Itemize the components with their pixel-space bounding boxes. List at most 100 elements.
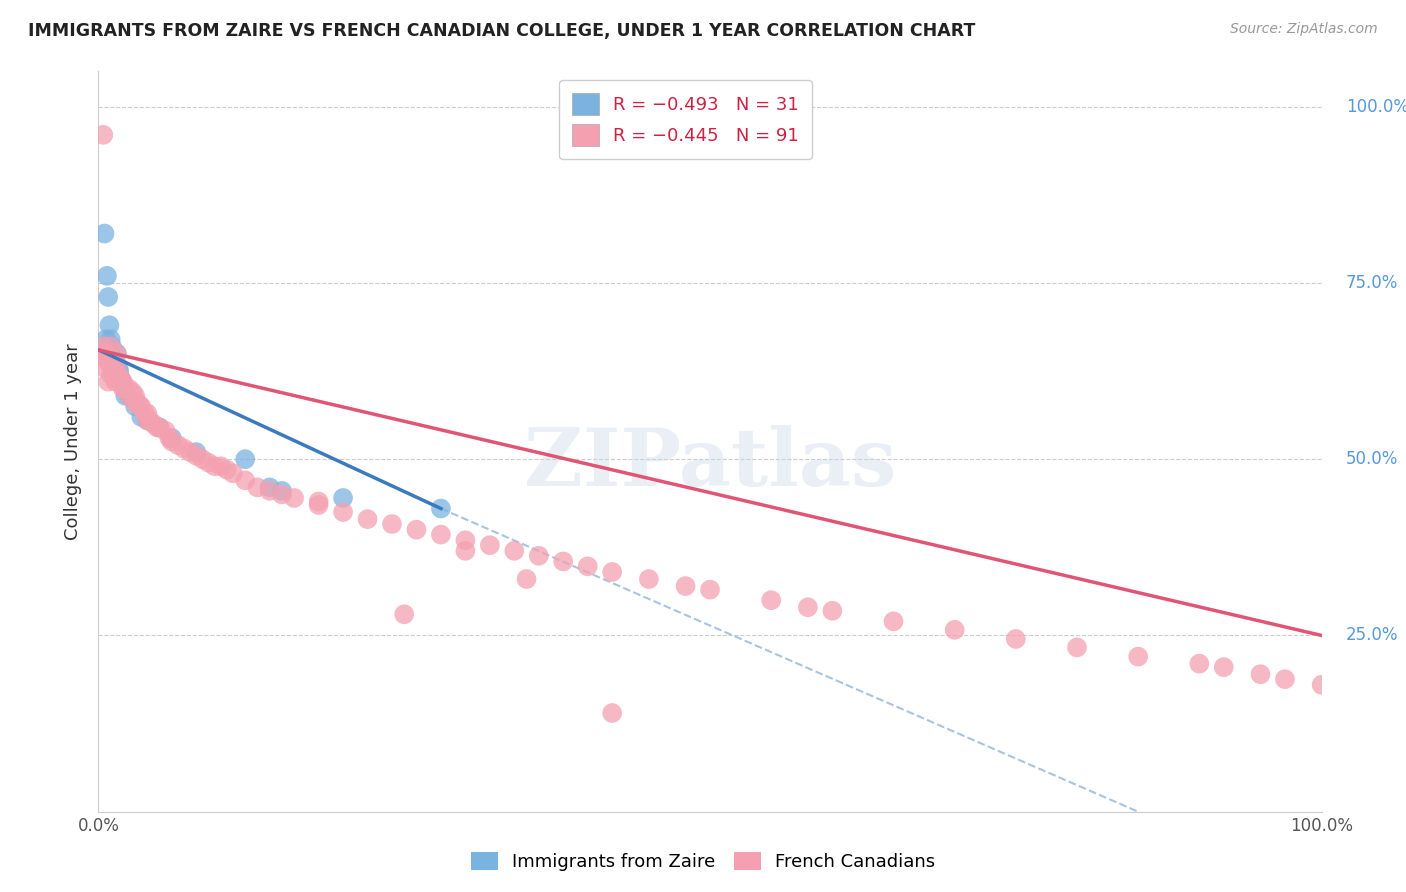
Y-axis label: College, Under 1 year: College, Under 1 year	[65, 343, 83, 540]
Point	[270, 487, 294, 501]
Point	[134, 406, 156, 420]
Point	[118, 389, 141, 403]
Point	[761, 593, 783, 607]
Point	[100, 346, 122, 360]
Point	[405, 523, 427, 537]
Point	[797, 600, 820, 615]
Text: 75.0%: 75.0%	[1346, 274, 1399, 292]
Point	[430, 501, 453, 516]
Point	[527, 549, 550, 563]
Point	[392, 607, 416, 622]
Point	[121, 385, 143, 400]
Point	[1310, 678, 1333, 692]
Point	[142, 417, 165, 431]
Point	[600, 706, 623, 720]
Point	[136, 413, 159, 427]
Point	[114, 382, 136, 396]
Point	[100, 332, 122, 346]
Point	[108, 364, 131, 378]
Point	[118, 382, 141, 396]
Text: IMMIGRANTS FROM ZAIRE VS FRENCH CANADIAN COLLEGE, UNDER 1 YEAR CORRELATION CHART: IMMIGRANTS FROM ZAIRE VS FRENCH CANADIAN…	[28, 22, 976, 40]
Point	[118, 389, 141, 403]
Point	[233, 452, 256, 467]
Point	[110, 371, 132, 385]
Point	[105, 360, 128, 375]
Point	[97, 290, 120, 304]
Point	[332, 505, 354, 519]
Point	[124, 389, 146, 403]
Point	[93, 227, 115, 241]
Point	[675, 579, 697, 593]
Point	[332, 491, 354, 505]
Point	[191, 452, 214, 467]
Point	[179, 445, 201, 459]
Point	[149, 420, 172, 434]
Point	[699, 582, 721, 597]
Point	[96, 353, 118, 368]
Point	[308, 498, 330, 512]
Point	[173, 442, 195, 456]
Point	[883, 615, 905, 629]
Point	[155, 424, 177, 438]
Point	[478, 538, 501, 552]
Point	[149, 420, 172, 434]
Point	[160, 431, 183, 445]
Point	[127, 396, 149, 410]
Point	[107, 360, 129, 375]
Point	[101, 353, 124, 368]
Point	[91, 339, 114, 353]
Point	[111, 382, 134, 396]
Point	[600, 565, 623, 579]
Point	[96, 268, 118, 283]
Point	[209, 459, 232, 474]
Point	[101, 360, 124, 375]
Legend: R = −0.493   N = 31, R = −0.445   N = 91: R = −0.493 N = 31, R = −0.445 N = 91	[560, 80, 811, 159]
Point	[215, 463, 238, 477]
Point	[553, 554, 575, 568]
Point	[1004, 632, 1026, 646]
Point	[100, 339, 122, 353]
Point	[94, 346, 117, 360]
Point	[94, 332, 117, 346]
Point	[136, 406, 159, 420]
Point	[259, 480, 281, 494]
Point	[1128, 649, 1150, 664]
Point	[1066, 640, 1088, 655]
Point	[503, 544, 526, 558]
Point	[111, 378, 134, 392]
Point	[124, 399, 146, 413]
Point	[129, 399, 152, 413]
Point	[104, 375, 127, 389]
Point	[381, 516, 404, 531]
Point	[100, 368, 122, 382]
Point	[139, 413, 162, 427]
Point	[157, 431, 180, 445]
Point	[233, 473, 256, 487]
Point	[104, 368, 127, 382]
Point	[93, 360, 115, 375]
Point	[821, 604, 844, 618]
Point	[259, 483, 281, 498]
Point	[146, 420, 169, 434]
Point	[1249, 667, 1271, 681]
Point	[98, 357, 121, 371]
Point	[222, 467, 245, 481]
Point	[186, 449, 208, 463]
Point	[105, 357, 128, 371]
Text: ZIPatlas: ZIPatlas	[524, 425, 896, 503]
Point	[186, 445, 208, 459]
Point	[160, 434, 183, 449]
Point	[197, 456, 219, 470]
Point	[97, 375, 120, 389]
Point	[576, 559, 599, 574]
Point	[1274, 672, 1296, 686]
Point	[103, 364, 125, 378]
Point	[97, 353, 120, 368]
Point	[110, 371, 132, 385]
Point	[454, 544, 477, 558]
Point	[283, 491, 305, 505]
Point	[943, 623, 966, 637]
Text: 100.0%: 100.0%	[1346, 97, 1406, 116]
Text: 50.0%: 50.0%	[1346, 450, 1399, 468]
Point	[356, 512, 378, 526]
